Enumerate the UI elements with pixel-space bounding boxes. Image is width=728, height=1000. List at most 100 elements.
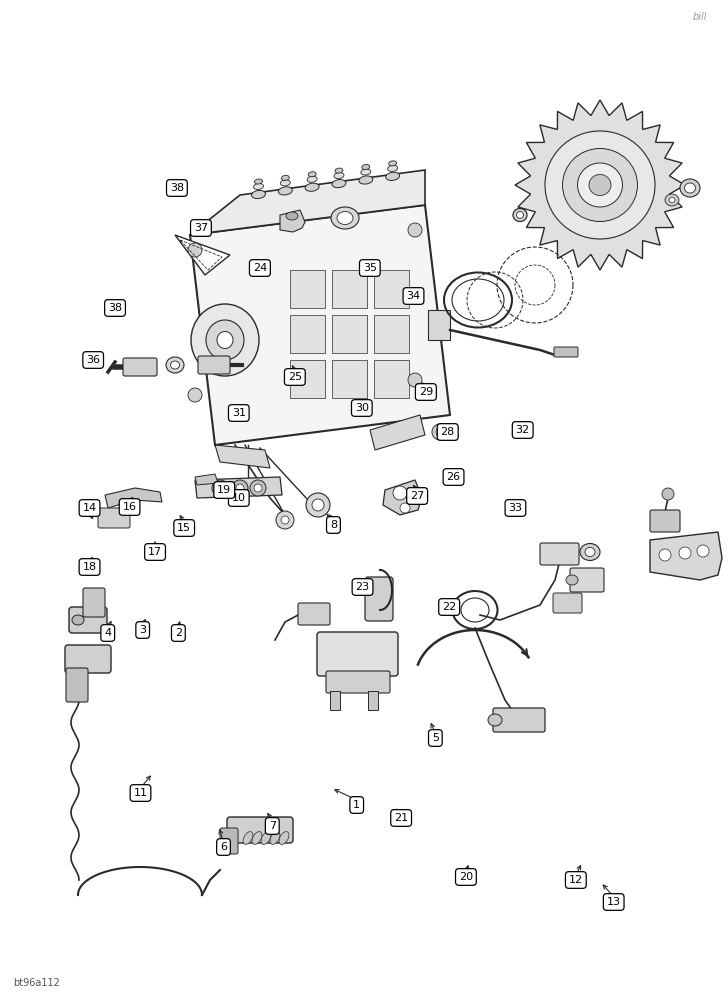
Ellipse shape [585, 548, 595, 556]
Ellipse shape [684, 183, 695, 193]
Text: 12: 12 [569, 875, 583, 885]
Polygon shape [195, 477, 282, 498]
Circle shape [250, 480, 266, 496]
Circle shape [216, 484, 224, 492]
Text: 18: 18 [82, 562, 97, 572]
FancyBboxPatch shape [220, 828, 238, 854]
Ellipse shape [305, 183, 319, 191]
Ellipse shape [253, 183, 264, 190]
FancyBboxPatch shape [540, 543, 579, 565]
Ellipse shape [243, 832, 253, 844]
Ellipse shape [386, 172, 400, 180]
Ellipse shape [261, 832, 271, 844]
Text: 15: 15 [177, 523, 191, 533]
Text: 4: 4 [104, 628, 111, 638]
Circle shape [232, 480, 248, 496]
Text: 28: 28 [440, 427, 455, 437]
Ellipse shape [166, 357, 184, 373]
Ellipse shape [270, 832, 280, 844]
Text: 27: 27 [410, 491, 424, 501]
Circle shape [679, 547, 691, 559]
Polygon shape [195, 474, 218, 485]
Circle shape [306, 493, 330, 517]
Ellipse shape [279, 832, 289, 844]
Polygon shape [370, 415, 425, 450]
Ellipse shape [337, 212, 353, 225]
Circle shape [254, 484, 262, 492]
FancyBboxPatch shape [65, 645, 111, 673]
Text: 22: 22 [442, 602, 456, 612]
Text: 1: 1 [353, 800, 360, 810]
Circle shape [281, 516, 289, 524]
Polygon shape [215, 445, 270, 468]
Ellipse shape [331, 207, 359, 229]
Ellipse shape [545, 131, 655, 239]
Polygon shape [190, 170, 425, 235]
Text: 38: 38 [170, 183, 184, 193]
Text: 24: 24 [253, 263, 267, 273]
FancyBboxPatch shape [317, 632, 398, 676]
Text: 17: 17 [148, 547, 162, 557]
Circle shape [659, 549, 671, 561]
Text: 7: 7 [269, 821, 276, 831]
FancyBboxPatch shape [554, 347, 578, 357]
Ellipse shape [359, 176, 373, 184]
Ellipse shape [206, 320, 244, 360]
Ellipse shape [286, 212, 298, 220]
Ellipse shape [72, 615, 84, 625]
Circle shape [188, 388, 202, 402]
Text: 3: 3 [139, 625, 146, 635]
Ellipse shape [361, 169, 371, 175]
FancyBboxPatch shape [332, 360, 367, 398]
FancyBboxPatch shape [123, 358, 157, 376]
Ellipse shape [307, 176, 317, 182]
Circle shape [393, 486, 407, 500]
Polygon shape [368, 691, 378, 710]
Text: 19: 19 [217, 485, 232, 495]
Circle shape [436, 428, 444, 436]
Circle shape [697, 545, 709, 557]
Text: 35: 35 [363, 263, 377, 273]
Text: 29: 29 [419, 387, 433, 397]
Ellipse shape [563, 148, 638, 222]
Circle shape [432, 424, 448, 440]
FancyBboxPatch shape [227, 817, 293, 843]
FancyBboxPatch shape [365, 577, 393, 621]
Text: 14: 14 [82, 503, 97, 513]
FancyBboxPatch shape [374, 315, 409, 353]
Ellipse shape [665, 194, 679, 206]
Circle shape [312, 499, 324, 511]
Polygon shape [280, 210, 305, 232]
Text: 25: 25 [288, 372, 302, 382]
Ellipse shape [252, 832, 262, 844]
Circle shape [408, 373, 422, 387]
Ellipse shape [680, 179, 700, 197]
FancyBboxPatch shape [290, 360, 325, 398]
Ellipse shape [488, 714, 502, 726]
Text: bill: bill [693, 12, 708, 22]
FancyBboxPatch shape [66, 668, 88, 702]
Polygon shape [190, 205, 450, 445]
Circle shape [276, 511, 294, 529]
Ellipse shape [217, 332, 233, 349]
Text: 13: 13 [606, 897, 621, 907]
Ellipse shape [252, 190, 266, 199]
Circle shape [236, 484, 244, 492]
Ellipse shape [334, 173, 344, 179]
Text: 8: 8 [330, 520, 337, 530]
Polygon shape [330, 691, 340, 710]
Ellipse shape [335, 168, 343, 173]
Polygon shape [383, 480, 422, 515]
FancyBboxPatch shape [650, 510, 680, 532]
Text: 36: 36 [86, 355, 100, 365]
Ellipse shape [516, 212, 523, 219]
Text: 6: 6 [220, 842, 227, 852]
Circle shape [662, 488, 674, 500]
Text: 38: 38 [108, 303, 122, 313]
Ellipse shape [669, 198, 675, 202]
Ellipse shape [362, 164, 370, 170]
FancyBboxPatch shape [553, 593, 582, 613]
Text: 31: 31 [232, 408, 246, 418]
FancyBboxPatch shape [198, 356, 230, 374]
Circle shape [188, 243, 202, 257]
